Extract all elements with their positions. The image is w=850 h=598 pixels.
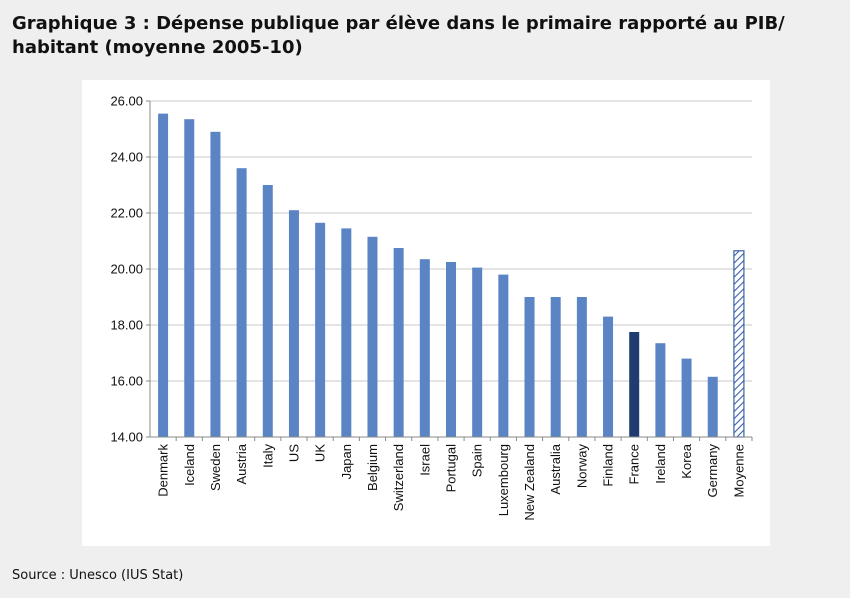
x-tick-label: Belgium [365,444,380,491]
bar [315,222,326,437]
bar [524,297,535,437]
y-tick-label: 16.00 [110,374,143,389]
x-tick-label: Korea [679,443,694,478]
bar [733,250,745,438]
y-tick-labels: 14.00 16.00 18.00 20.00 22.00 24.00 26.00 [110,94,143,445]
x-tick-label: Ireland [653,444,668,484]
bars [158,113,745,438]
bar [603,316,614,437]
y-tick-label: 24.00 [110,150,143,165]
bar [158,113,169,437]
x-tick-label: Italy [260,444,275,468]
bar [367,236,378,437]
x-tick-label: France [627,444,642,484]
bar [707,376,718,437]
x-tick-label: Israel [417,444,432,476]
x-tick-label: UK [313,444,328,462]
x-tick-label: Portugal [444,444,459,493]
x-tick-label: US [286,444,301,462]
x-tick-label: Sweden [208,444,223,491]
x-tick-label: Japan [339,444,354,479]
x-tick-label: Luxembourg [496,444,511,516]
bar [262,185,273,437]
bar [498,274,509,437]
bar [288,210,299,437]
bar [655,343,666,437]
x-tick-label: Australia [548,443,563,494]
x-tick-label: Austria [234,443,249,484]
bar [472,267,483,437]
axes [146,100,753,441]
x-tick-labels: Denmark Iceland Sweden Austria Italy US UK Japa… [156,443,747,520]
x-tick-label: Moyenne [731,444,746,497]
chart-title: Graphique 3 : Dépense publique par élève… [12,13,785,58]
bar [184,119,195,437]
x-tick-label: Finland [601,444,616,487]
bar-chart: 14.00 16.00 18.00 20.00 22.00 24.00 26.00 Denm… [110,94,753,521]
chart-panel: 14.00 16.00 18.00 20.00 22.00 24.00 26.00 Denm… [82,80,770,546]
x-tick-label: Germany [705,444,720,498]
bar [576,297,587,437]
x-tick-label: Iceland [182,444,197,486]
bar [393,248,404,437]
bar [550,297,561,437]
bar [446,262,456,437]
y-tick-label: 18.00 [110,318,143,333]
bar [341,228,352,437]
x-tick-label: Norway [574,444,589,489]
y-tick-label: 22.00 [110,206,143,221]
source-note: Source : Unesco (IUS Stat) [12,568,184,583]
bar [419,259,430,437]
y-tick-label: 20.00 [110,262,143,277]
x-tick-label: New Zealand [522,444,537,521]
x-tick-label: Spain [470,444,485,477]
y-tick-label: 14.00 [110,430,143,445]
bar [236,168,247,437]
bar [210,131,221,438]
bar [681,358,692,437]
x-tick-label: Switzerland [391,444,406,511]
x-tick-label: Denmark [156,444,171,497]
y-tick-label: 26.00 [110,94,143,109]
bar [629,332,640,437]
